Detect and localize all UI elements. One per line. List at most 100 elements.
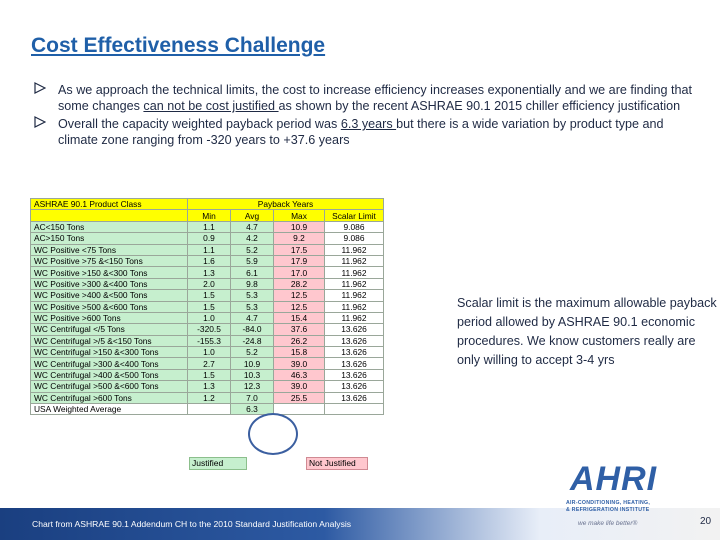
blank-cell: [187, 403, 231, 416]
scalar-limit-cell: 13.626: [324, 346, 384, 359]
logo-wordmark: AHRI: [570, 460, 658, 498]
header-payback-years: Payback Years: [187, 197, 384, 211]
scalar-limit-cell: 13.626: [324, 334, 384, 348]
product-class-cell: WC Positive >600 Tons: [30, 311, 188, 325]
scalar-limit-cell: 9.086: [324, 220, 384, 234]
min-cell: -155.3: [187, 334, 231, 348]
scalar-limit-cell: 13.626: [324, 323, 384, 336]
max-cell: 15.4: [273, 311, 325, 325]
arrow-bullet-icon: [34, 82, 52, 98]
table-row: WC Positive <75 Tons 1.1 5.2 17.5 11.962: [30, 243, 384, 256]
header-blank: [30, 209, 188, 222]
table-row: WC Centrifugal >300 &<400 Tons 2.7 10.9 39.…: [30, 357, 384, 370]
min-cell: 1.0: [187, 311, 231, 325]
footer-caption: Chart from ASHRAE 90.1 Addendum CH to th…: [32, 519, 352, 529]
header-product-class: ASHRAE 90.1 Product Class: [30, 197, 188, 211]
legend-not-justified: Not Justified: [306, 457, 368, 470]
min-cell: 0.9: [187, 232, 231, 245]
avg-cell: 4.2: [230, 232, 274, 245]
scalar-limit-cell: 9.086: [324, 232, 384, 245]
table-row: WC Positive >75 &<150 Tons 1.6 5.9 17.9 11.9…: [30, 254, 384, 268]
logo-tagline: we make life better®: [578, 520, 638, 527]
min-cell: 1.5: [187, 368, 231, 382]
slide-title: Cost Effectiveness Challenge: [31, 34, 326, 57]
max-cell: 37.6: [273, 323, 325, 336]
scalar-limit-cell: 11.962: [324, 266, 384, 279]
max-cell: 28.2: [273, 277, 325, 291]
table-row: WC Positive >300 &<400 Tons 2.0 9.8 28.2 11.…: [30, 277, 384, 291]
bullet-list: As we approach the technical limits, the…: [34, 82, 704, 150]
avg-cell: 10.3: [230, 368, 274, 382]
max-cell: 17.5: [273, 243, 325, 256]
scalar-limit-cell: 11.962: [324, 277, 384, 291]
table-row: WC Positive >500 &<600 Tons 1.5 5.3 12.5 11.…: [30, 300, 384, 313]
product-class-cell: WC Centrifugal >/5 &<150 Tons: [30, 334, 188, 348]
product-class-cell: WC Positive <75 Tons: [30, 243, 188, 256]
table-row: AC>150 Tons 0.9 4.2 9.2 9.086: [30, 232, 384, 245]
max-cell: 26.2: [273, 334, 325, 348]
avg-cell: 5.2: [230, 346, 274, 359]
min-cell: 1.1: [187, 220, 231, 234]
product-class-cell: WC Centrifugal </5 Tons: [30, 323, 188, 336]
table-row: WC Centrifugal >150 &<300 Tons 1.0 5.2 15.8…: [30, 346, 384, 359]
logo-subtitle-1: AIR-CONDITIONING, HEATING,: [566, 500, 651, 506]
table-row: WC Positive >150 &<300 Tons 1.3 6.1 17.0 11.…: [30, 266, 384, 279]
page-number: 20: [700, 516, 712, 527]
product-class-cell: WC Centrifugal >600 Tons: [30, 391, 188, 405]
table-row: WC Centrifugal >600 Tons 1.2 7.0 25.5 13.626: [30, 391, 384, 405]
table-row: WC Centrifugal >/5 &<150 Tons -155.3 -24.8…: [30, 334, 384, 348]
product-class-cell: WC Centrifugal >150 &<300 Tons: [30, 346, 188, 359]
bullet-item: As we approach the technical limits, the…: [34, 82, 704, 114]
avg-cell: -84.0: [230, 323, 274, 336]
header-scalar-limit: Scalar Limit: [324, 209, 384, 222]
bullet-text: but there is a wide variation by product…: [58, 117, 664, 147]
max-cell: 39.0: [273, 380, 325, 393]
min-cell: 2.7: [187, 357, 231, 370]
legend-justified: Justified: [189, 457, 247, 470]
product-class-cell: WC Positive >150 &<300 Tons: [30, 266, 188, 279]
max-cell: 10.9: [273, 220, 325, 234]
weighted-average-row: USA Weighted Average 6.3: [30, 403, 384, 416]
bullet-text: as shown by the recent ASHRAE 90.1 2015 …: [278, 99, 681, 113]
avg-cell: 6.1: [230, 266, 274, 279]
scalar-limit-cell: 13.626: [324, 380, 384, 393]
avg-cell: 10.9: [230, 357, 274, 370]
table-row: WC Positive >600 Tons 1.0 4.7 15.4 11.962: [30, 311, 384, 325]
product-class-cell: WC Positive >75 &<150 Tons: [30, 254, 188, 268]
avg-cell: 5.3: [230, 289, 274, 302]
avg-cell: 12.3: [230, 380, 274, 393]
min-cell: 1.6: [187, 254, 231, 268]
min-cell: 1.5: [187, 300, 231, 313]
payback-table: ASHRAE 90.1 Product Class Payback Years …: [30, 197, 384, 416]
header-max: Max: [273, 209, 325, 222]
min-cell: 2.0: [187, 277, 231, 291]
ahri-logo: AHRI AIR-CONDITIONING, HEATING, & REFRIG…: [556, 460, 706, 530]
min-cell: -320.5: [187, 323, 231, 336]
avg-cell: 4.7: [230, 220, 274, 234]
scalar-limit-cell: 11.962: [324, 289, 384, 302]
scalar-limit-cell: 11.962: [324, 300, 384, 313]
product-class-cell: WC Centrifugal >300 &<400 Tons: [30, 357, 188, 370]
scalar-limit-cell: 11.962: [324, 243, 384, 256]
max-cell: 46.3: [273, 368, 325, 382]
product-class-cell: WC Positive >300 &<400 Tons: [30, 277, 188, 291]
max-cell: 25.5: [273, 391, 325, 405]
avg-cell: 9.8: [230, 277, 274, 291]
highlight-oval: [248, 413, 298, 455]
product-class-cell: AC<150 Tons: [30, 220, 188, 234]
logo-subtitle-2: & REFRIGERATION INSTITUTE: [566, 507, 650, 513]
bullet-emphasis: 6.3 years: [340, 117, 397, 131]
scalar-limit-note: Scalar limit is the maximum allowable pa…: [457, 296, 717, 367]
footer-bar: [0, 508, 720, 540]
avg-cell: 7.0: [230, 391, 274, 405]
bullet-text: As we approach the technical limits, the…: [58, 83, 693, 113]
min-cell: 1.3: [187, 380, 231, 393]
weighted-average-label: USA Weighted Average: [30, 403, 188, 416]
scalar-limit-cell: 11.962: [324, 311, 384, 325]
min-cell: 1.2: [187, 391, 231, 405]
product-class-cell: AC>150 Tons: [30, 232, 188, 245]
table-row: WC Positive >400 &<500 Tons 1.5 5.3 12.5 11.…: [30, 289, 384, 302]
product-class-cell: WC Positive >400 &<500 Tons: [30, 289, 188, 302]
arrow-bullet-icon: [34, 116, 52, 132]
table-row: WC Centrifugal >500 &<600 Tons 1.3 12.3 39.…: [30, 380, 384, 393]
